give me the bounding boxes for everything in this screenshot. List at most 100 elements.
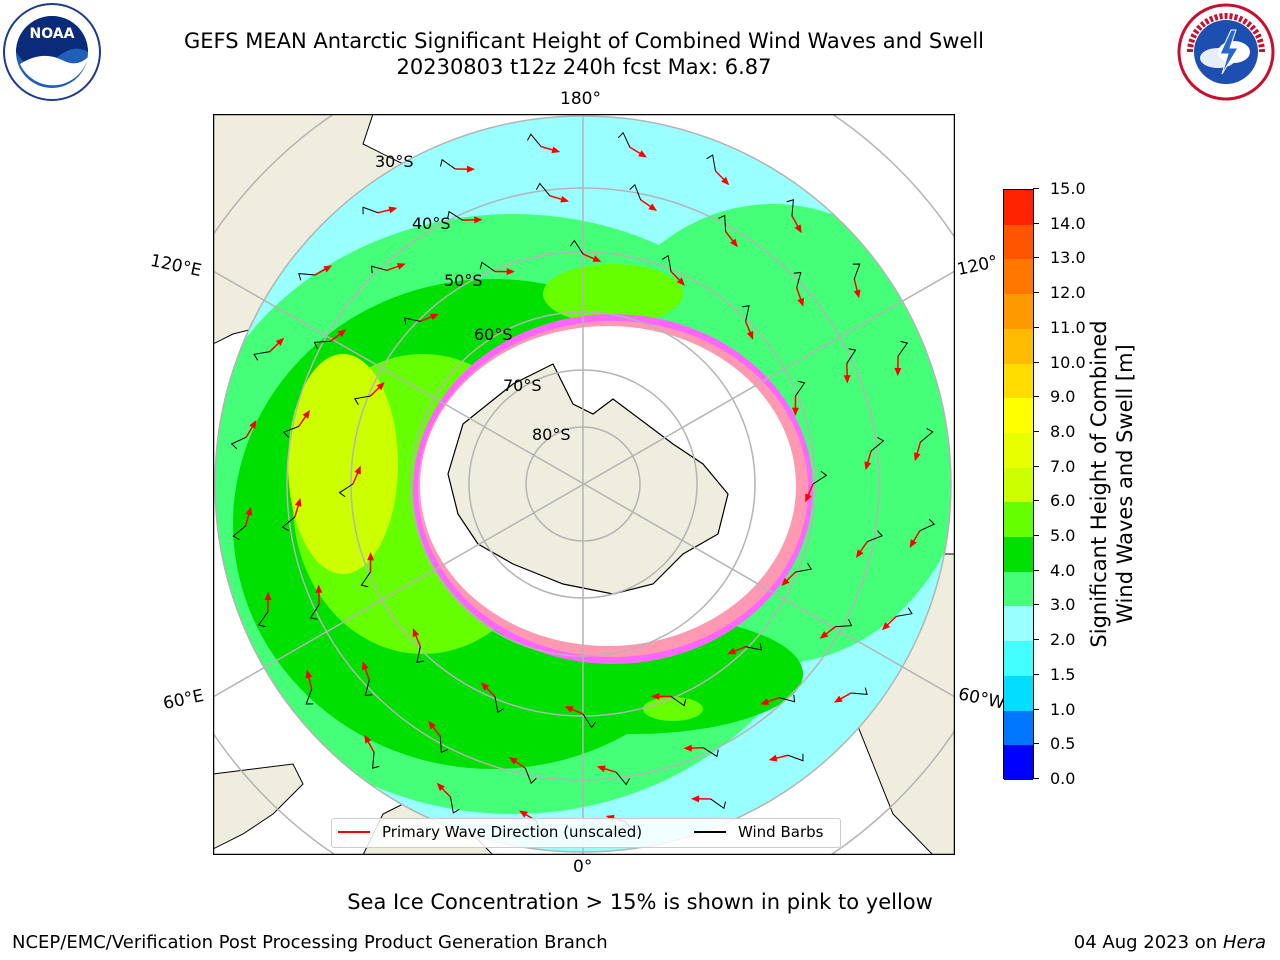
wave-arrow-head	[508, 756, 518, 765]
wind-barb	[230, 436, 247, 450]
wave-arrow-head	[651, 692, 660, 700]
wind-barb	[447, 210, 463, 221]
lon-label-60w: 60°W	[956, 684, 1007, 714]
colorbar-tick-label: 15.0	[1033, 181, 1086, 197]
wave-arrow-head	[683, 744, 692, 752]
wave-arrow-head	[781, 577, 790, 587]
colorbar-segment	[1004, 224, 1033, 260]
wave-arrow-head	[913, 452, 921, 462]
colorbar-segment	[1004, 432, 1033, 468]
wind-barb	[479, 261, 496, 272]
wave-arrow-head	[302, 409, 311, 419]
wind-barb	[305, 688, 314, 705]
wave-arrow-head	[727, 647, 737, 655]
wind-barb	[450, 797, 460, 814]
wind-barb	[795, 380, 806, 397]
wind-barb	[232, 525, 246, 540]
wave-arrow-head	[428, 720, 436, 730]
wind-barb	[569, 239, 584, 255]
wave-arrow-head	[436, 782, 445, 792]
legend-wind-barbs: Wind Barbs	[694, 823, 823, 841]
wind-barbs	[230, 131, 936, 837]
lat-label-70s: 70°S	[503, 376, 542, 395]
lat-label-30s: 30°S	[375, 152, 414, 171]
colorbar-segment	[1004, 641, 1033, 676]
colorbar-segment	[1004, 398, 1033, 433]
colorbar-segment	[1004, 259, 1033, 295]
wind-barb	[661, 254, 672, 272]
wave-arrow-head	[429, 313, 439, 321]
colorbar-tick-label: 3.0	[1032, 597, 1075, 613]
wave-arrow-head	[551, 146, 561, 154]
legend-wave-direction: Primary Wave Direction (unscaled)	[338, 823, 642, 841]
wind-barb	[309, 604, 320, 620]
wind-barb	[718, 214, 727, 232]
wind-barb	[795, 562, 813, 573]
wind-barb	[742, 305, 750, 322]
colorbar-segment	[1004, 502, 1033, 538]
wave-arrow-head	[337, 329, 347, 337]
footer-date-text: 04 Aug 2023 on	[1073, 932, 1223, 953]
lon-label-120e: 120°E	[148, 250, 204, 282]
wind-barb	[494, 696, 505, 714]
wave-arrow-head	[305, 669, 313, 679]
colorbar-tick-label: 9.0	[1032, 389, 1075, 405]
wind-barb	[812, 470, 828, 485]
wave-direction-arrows	[244, 145, 922, 823]
colorbar-segment	[1004, 675, 1033, 711]
wind-barb	[897, 340, 909, 357]
wind-barb	[524, 768, 537, 784]
wind-barb	[615, 771, 631, 786]
wind-barb	[416, 646, 424, 663]
footer-branch: NCEP/EMC/Verification Post Processing Pr…	[12, 932, 608, 953]
wave-arrow-head	[843, 375, 851, 384]
wind-barb	[338, 483, 354, 498]
colorbar-tick-label: 8.0	[1032, 423, 1075, 440]
wind-barb	[364, 679, 373, 697]
wind-barb	[835, 619, 853, 628]
wind-barb	[670, 696, 687, 707]
wind-barb	[439, 736, 448, 754]
legend-barb-label: Wind Barbs	[738, 823, 824, 841]
wind-barb	[372, 752, 380, 769]
wave-arrow-head	[746, 330, 754, 340]
wind-barb	[920, 428, 934, 443]
lat-label-50s: 50°S	[444, 271, 483, 290]
wave-arrow-head	[519, 810, 528, 818]
colorbar-segment	[1004, 294, 1033, 329]
wind-barb	[439, 158, 456, 170]
wave-arrow-head	[294, 497, 302, 507]
lon-label-60e: 60°E	[161, 685, 206, 715]
colorbar-segment	[1004, 190, 1033, 225]
wind-barb	[353, 395, 371, 406]
wind-barb	[846, 348, 857, 364]
wave-arrow-head	[249, 420, 257, 429]
wind-barb	[778, 694, 796, 703]
wave-arrow-head	[721, 176, 730, 186]
legend-wave-line	[338, 831, 370, 833]
map-legend: Primary Wave Direction (unscaled) Wind B…	[331, 818, 841, 848]
wave-arrow-head	[596, 765, 606, 773]
legend-wave-label: Primary Wave Direction (unscaled)	[382, 823, 643, 841]
wave-arrow-head	[853, 289, 861, 299]
colorbar-label-line1: Significant Height of Combined	[1087, 320, 1111, 648]
wind-barb	[617, 131, 631, 148]
wave-arrow-head	[819, 631, 829, 639]
wind-barb	[253, 351, 270, 361]
wind-barb	[852, 263, 861, 280]
colorbar-tick-label: 5.0	[1032, 528, 1075, 544]
wave-arrow-head	[881, 622, 891, 631]
wind-barb	[313, 340, 331, 349]
wave-arrow-head	[760, 698, 770, 705]
svg-text:NOAA: NOAA	[30, 26, 75, 42]
colorbar-tick-label: 14.0	[1033, 215, 1086, 232]
map-title: GEFS MEAN Antarctic Significant Height o…	[183, 29, 985, 53]
wind-barb	[404, 317, 421, 325]
wind-barb	[360, 571, 371, 588]
wave-arrow-head	[245, 506, 253, 516]
colorbar-segment	[1004, 467, 1033, 503]
wave-arrow-head	[855, 549, 864, 559]
wave-arrow-head	[506, 268, 515, 276]
colorbar-segment	[1004, 606, 1033, 642]
colorbar-segment	[1004, 328, 1033, 364]
